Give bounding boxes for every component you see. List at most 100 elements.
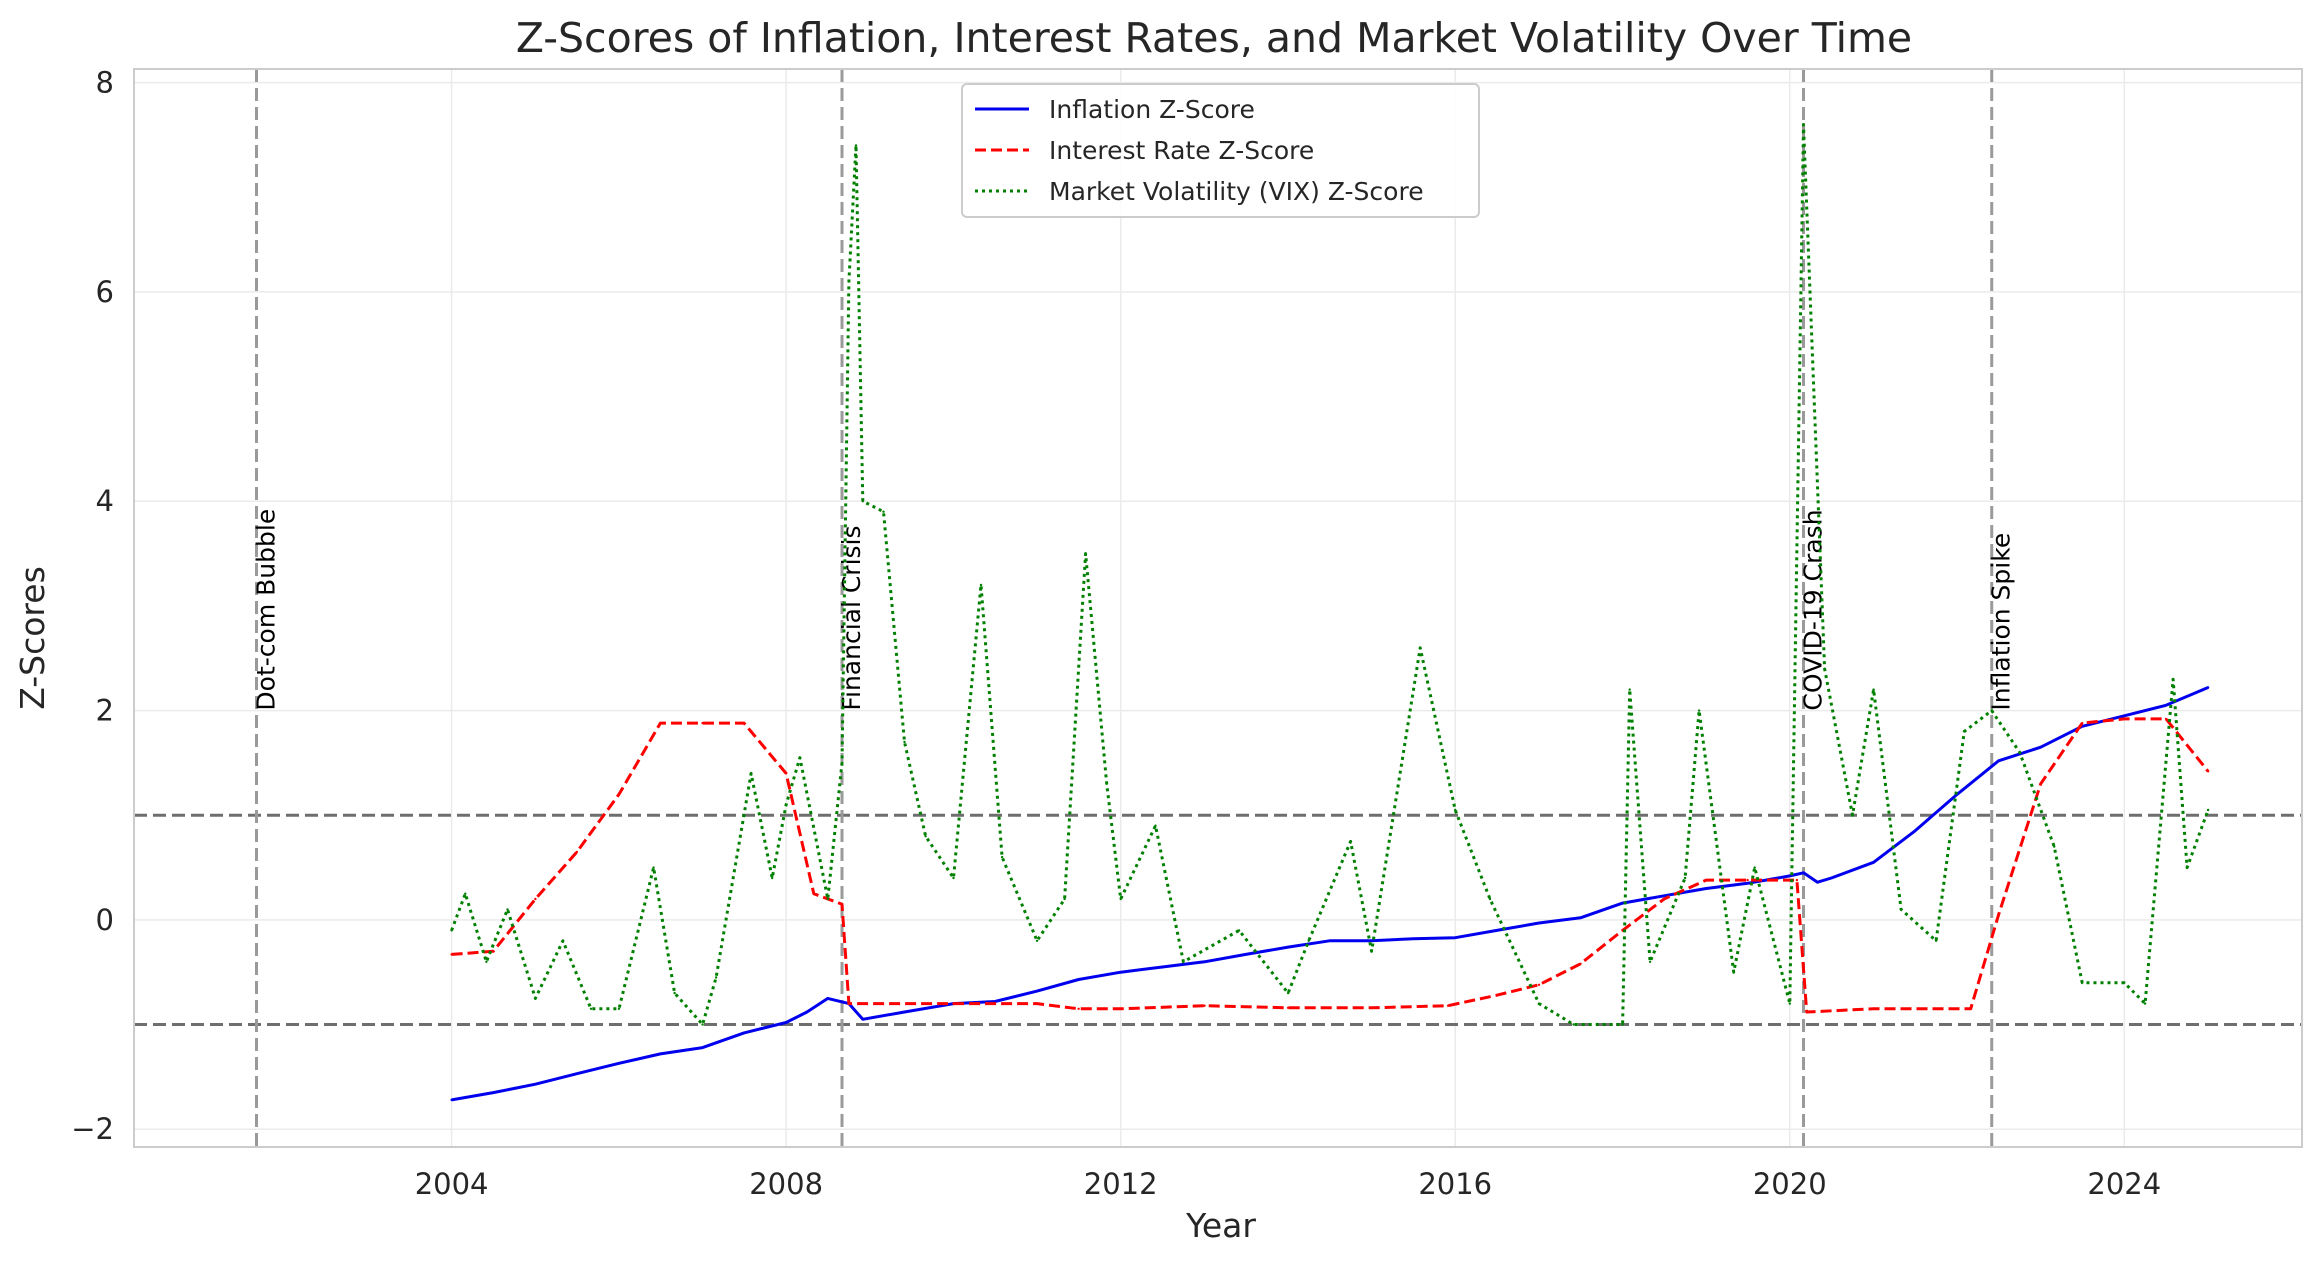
data-point bbox=[1997, 759, 2000, 762]
data-point bbox=[1537, 1002, 1541, 1005]
data-point bbox=[2039, 746, 2042, 749]
legend-box bbox=[961, 83, 1480, 218]
data-point bbox=[1105, 782, 1108, 785]
data-point bbox=[882, 510, 885, 513]
data-series bbox=[450, 123, 2210, 1102]
data-point bbox=[1621, 901, 1624, 905]
data-point bbox=[840, 761, 844, 765]
data-point bbox=[2039, 782, 2042, 785]
data-point bbox=[952, 1002, 955, 1005]
data-point bbox=[1119, 1007, 1122, 1010]
data-point bbox=[2164, 704, 2168, 707]
data-point bbox=[1705, 878, 1708, 882]
legend-label-inflation: Inflation Z-Score bbox=[1049, 95, 1255, 124]
data-point bbox=[1063, 897, 1066, 901]
data-point bbox=[1537, 983, 1541, 986]
y-tick-label: 4 bbox=[96, 484, 114, 518]
data-point bbox=[1816, 881, 1819, 884]
data-point bbox=[847, 280, 851, 283]
data-point bbox=[1579, 916, 1582, 919]
data-point bbox=[1872, 861, 1875, 864]
data-point bbox=[1662, 894, 1666, 897]
data-point bbox=[652, 866, 655, 869]
data-point bbox=[1579, 962, 1582, 965]
data-point bbox=[1077, 1007, 1080, 1010]
data-point bbox=[1795, 878, 1799, 882]
x-tick-label: 2004 bbox=[415, 1167, 489, 1201]
data-point bbox=[903, 1010, 906, 1014]
data-point bbox=[1746, 882, 1749, 885]
x-tick-label: 2016 bbox=[1418, 1167, 1492, 1201]
data-point bbox=[701, 721, 704, 725]
data-point bbox=[1237, 929, 1241, 932]
data-point bbox=[1084, 552, 1087, 555]
data-point bbox=[742, 1031, 746, 1035]
data-point bbox=[805, 1010, 809, 1014]
data-point bbox=[1963, 730, 1966, 733]
data-point bbox=[840, 903, 844, 906]
data-point bbox=[1488, 897, 1492, 901]
data-point bbox=[1370, 1006, 1373, 1009]
x-tick-label: 2024 bbox=[2087, 1167, 2161, 1201]
series-2 bbox=[450, 123, 2210, 1026]
data-point bbox=[534, 997, 537, 1000]
data-point bbox=[749, 772, 753, 775]
data-point bbox=[575, 850, 579, 854]
data-point bbox=[798, 756, 802, 759]
data-point bbox=[1697, 709, 1701, 712]
data-point bbox=[1161, 965, 1164, 969]
data-point bbox=[1788, 1002, 1792, 1005]
data-point bbox=[1370, 950, 1373, 953]
data-point bbox=[561, 939, 565, 942]
data-point bbox=[659, 721, 662, 725]
chart-title: Z-Scores of Inflation, Interest Rates, a… bbox=[516, 14, 1912, 62]
data-point bbox=[1349, 840, 1352, 843]
y-tick-label: −2 bbox=[71, 1112, 114, 1146]
data-point bbox=[1802, 871, 1805, 874]
data-point bbox=[1119, 897, 1122, 901]
data-point bbox=[2206, 770, 2210, 773]
data-point bbox=[1823, 667, 1826, 670]
data-point bbox=[1705, 887, 1708, 890]
data-point bbox=[1154, 824, 1157, 827]
legend-label-vix: Market Volatility (VIX) Z-Score bbox=[1049, 177, 1424, 206]
event-label: Financial Crisis bbox=[837, 525, 866, 710]
x-tick-label: 2012 bbox=[1084, 1167, 1158, 1201]
data-point bbox=[924, 835, 927, 838]
data-point bbox=[2053, 845, 2056, 848]
data-point bbox=[701, 1046, 704, 1049]
data-point bbox=[1370, 939, 1373, 942]
legend-label-interest-rate: Interest Rate Z-Score bbox=[1049, 136, 1314, 165]
data-point bbox=[1628, 688, 1631, 691]
data-point bbox=[1788, 874, 1792, 878]
data-point bbox=[534, 1083, 537, 1086]
data-point bbox=[1328, 939, 1331, 942]
data-point bbox=[1753, 866, 1756, 869]
data-point bbox=[673, 991, 676, 995]
data-point bbox=[701, 1023, 704, 1026]
data-point bbox=[2206, 686, 2210, 689]
data-point bbox=[1872, 688, 1875, 691]
data-point bbox=[1913, 829, 1917, 833]
data-point bbox=[784, 803, 788, 806]
data-point bbox=[450, 1098, 453, 1102]
event-label: COVID-19 Crash bbox=[1799, 509, 1828, 710]
event-label: Inflation Spike bbox=[1987, 533, 2016, 711]
data-point bbox=[492, 950, 495, 953]
axis-ticks: 2004 2008 2012 2016 2020 2024 −2 0 2 4 6 8 bbox=[71, 66, 2161, 1201]
data-point bbox=[1990, 709, 1993, 712]
data-point bbox=[1446, 1004, 1450, 1007]
data-point bbox=[784, 772, 788, 775]
data-point bbox=[1802, 123, 1805, 126]
x-tick-label: 2020 bbox=[1753, 1167, 1827, 1201]
data-point bbox=[1969, 1007, 1972, 1010]
data-point bbox=[1537, 921, 1541, 925]
data-point bbox=[784, 1021, 788, 1024]
data-point bbox=[1872, 1007, 1875, 1010]
plot-frame bbox=[133, 68, 2303, 1148]
data-point bbox=[1035, 1002, 1039, 1005]
data-point bbox=[1662, 897, 1666, 901]
data-point bbox=[1411, 937, 1415, 940]
legend: Inflation Z-Score Interest Rate Z-Score … bbox=[961, 83, 1480, 218]
